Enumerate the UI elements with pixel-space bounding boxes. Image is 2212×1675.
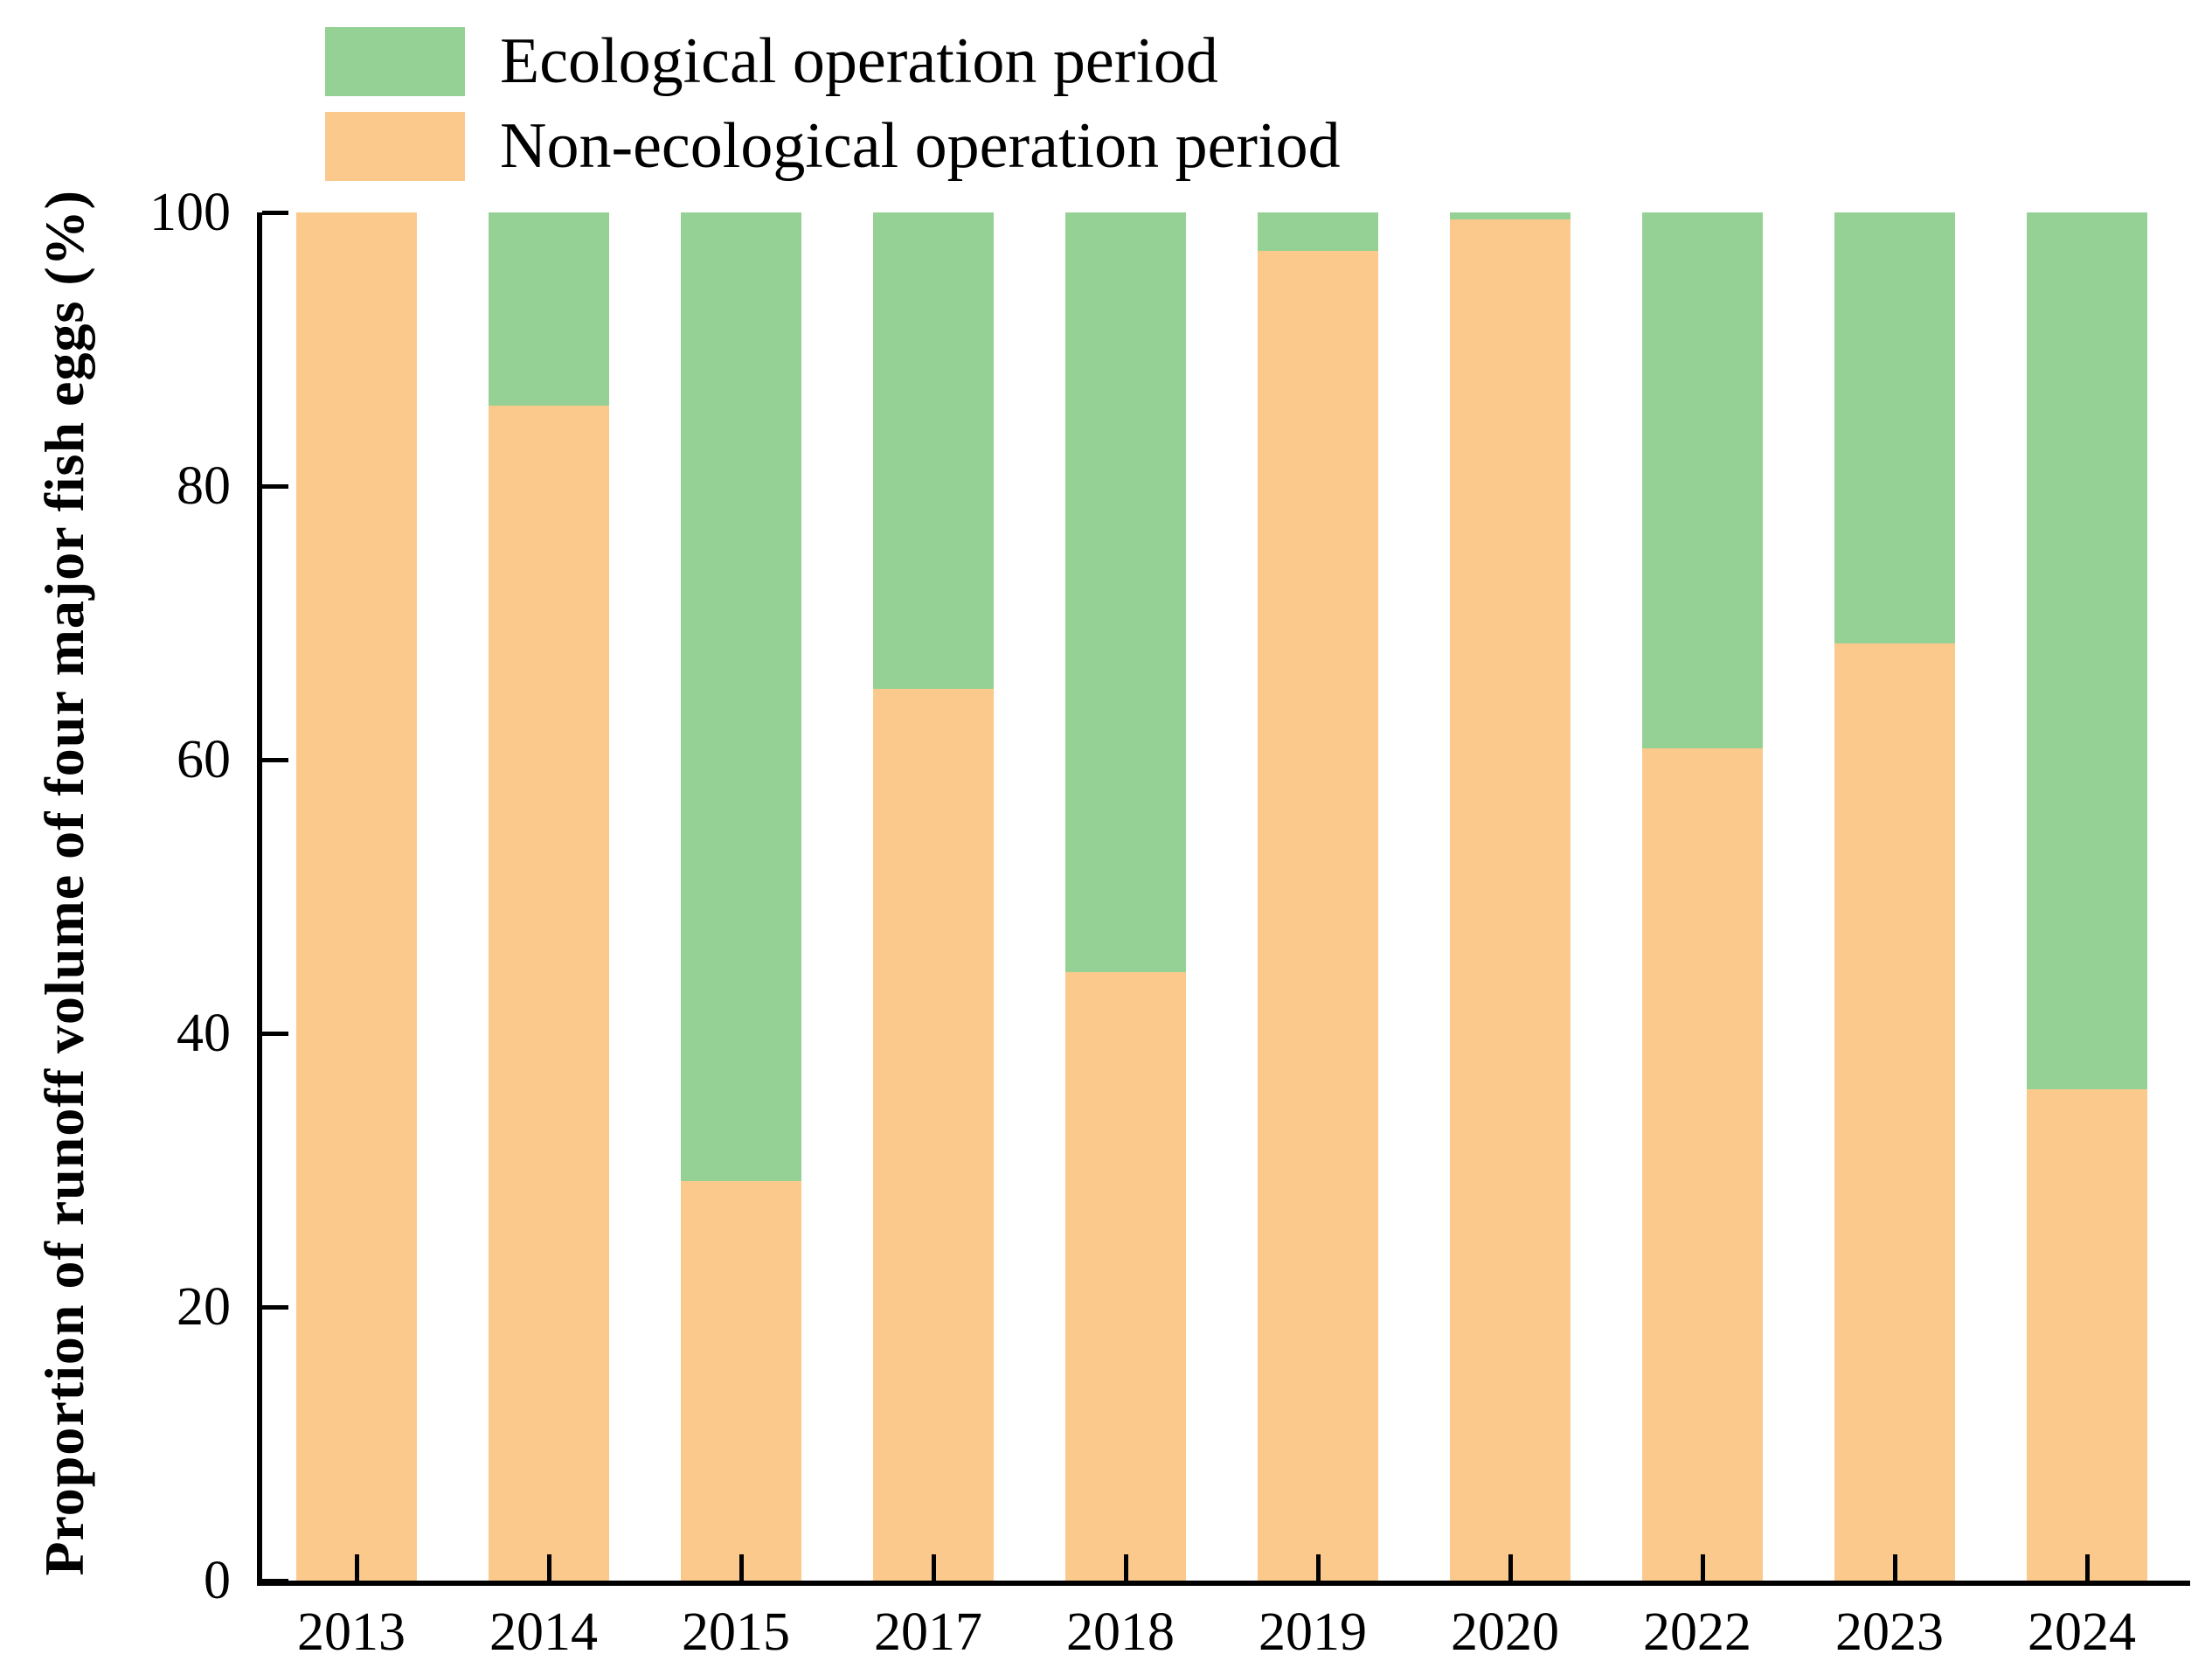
x-tick-2015 <box>738 1554 744 1581</box>
y-tick-100 <box>262 210 288 215</box>
x-tick-2019 <box>1315 1554 1321 1581</box>
bar-segment-2019-ecological <box>1258 212 1378 251</box>
y-tick-80 <box>262 483 288 489</box>
y-tick-label-40: 40 <box>177 1004 231 1063</box>
plot-area <box>257 210 2190 1586</box>
bar-segment-2017-non-ecological <box>873 688 994 1581</box>
y-tick-label-60: 60 <box>177 730 231 789</box>
bar-segment-2024-non-ecological <box>2027 1089 2147 1581</box>
y-tick-0 <box>262 1578 288 1583</box>
y-tick-label-20: 20 <box>177 1277 231 1337</box>
y-tick-label-100: 100 <box>149 183 231 242</box>
x-tick-2020 <box>1508 1554 1513 1581</box>
x-tick-label-2020: 2020 <box>1451 1602 1559 1662</box>
bar-segment-2023-non-ecological <box>1834 643 1955 1581</box>
x-tick-label-2014: 2014 <box>489 1602 598 1662</box>
x-tick-2014 <box>546 1554 551 1581</box>
x-tick-label-2024: 2024 <box>2028 1602 2136 1662</box>
bar-segment-2018-non-ecological <box>1065 971 1186 1581</box>
bar-segment-2020-non-ecological <box>1450 219 1571 1581</box>
legend-label-non-ecological: Non-ecological operation period <box>500 110 1341 182</box>
legend-item-ecological: Ecological operation period <box>325 26 1218 96</box>
x-tick-label-2018: 2018 <box>1066 1602 1175 1662</box>
x-tick-2023 <box>1892 1554 1897 1581</box>
y-tick-40 <box>262 1031 288 1036</box>
x-tick-label-2013: 2013 <box>297 1602 406 1662</box>
x-tick-2024 <box>2084 1554 2090 1581</box>
legend-swatch-ecological-icon <box>325 26 465 96</box>
bar-segment-2014-non-ecological <box>489 405 609 1581</box>
y-axis-title-wrap: Proportion of runoff volume of four majo… <box>12 105 117 1661</box>
bar-segment-2024-ecological <box>2027 212 2147 1090</box>
x-tick-2022 <box>1700 1554 1705 1581</box>
bar-segment-2019-non-ecological <box>1258 250 1378 1581</box>
x-tick-label-2017: 2017 <box>874 1602 982 1662</box>
legend-swatch-non-ecological-icon <box>325 111 465 181</box>
bar-segment-2014-ecological <box>489 212 609 406</box>
x-tick-label-2015: 2015 <box>682 1602 790 1662</box>
x-tick-2017 <box>931 1554 936 1581</box>
bar-segment-2022-ecological <box>1642 212 1763 749</box>
bar-segment-2022-non-ecological <box>1642 748 1763 1581</box>
legend-item-non-ecological: Non-ecological operation period <box>325 111 1341 181</box>
y-tick-60 <box>262 757 288 762</box>
legend-label-ecological: Ecological operation period <box>500 25 1218 97</box>
y-tick-label-80: 80 <box>177 456 231 516</box>
x-tick-2013 <box>354 1554 359 1581</box>
y-axis-title: Proportion of runoff volume of four majo… <box>33 190 95 1576</box>
x-tick-2018 <box>1123 1554 1128 1581</box>
x-tick-label-2022: 2022 <box>1643 1602 1751 1662</box>
bar-segment-2018-ecological <box>1065 212 1186 972</box>
x-tick-label-2023: 2023 <box>1835 1602 1944 1662</box>
bar-segment-2013-non-ecological <box>296 212 417 1581</box>
bar-segment-2015-ecological <box>681 212 801 1182</box>
bar-segment-2017-ecological <box>873 212 994 689</box>
bar-segment-2015-non-ecological <box>681 1181 801 1581</box>
bar-segment-2023-ecological <box>1834 212 1955 643</box>
bar-segment-2020-ecological <box>1450 212 1571 219</box>
x-tick-label-2019: 2019 <box>1259 1602 1367 1662</box>
y-tick-label-0: 0 <box>204 1551 231 1610</box>
y-tick-20 <box>262 1304 288 1310</box>
